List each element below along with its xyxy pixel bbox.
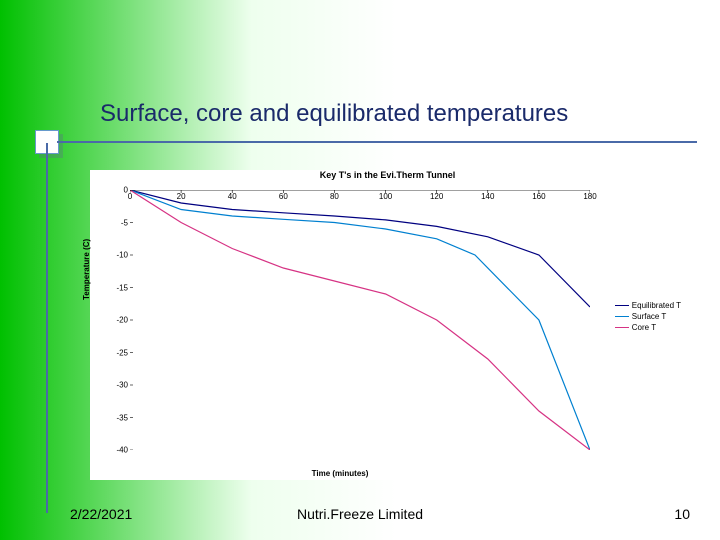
legend-swatch-icon <box>615 316 629 318</box>
y-tick-label: -40 <box>112 446 128 455</box>
legend-item: Equilibrated T <box>615 300 681 311</box>
legend-label: Surface T <box>632 312 667 321</box>
legend: Equilibrated T Surface T Core T <box>615 300 681 333</box>
y-axis-label: Temperature (C) <box>82 239 91 300</box>
y-tick-label: -35 <box>112 413 128 422</box>
legend-item: Surface T <box>615 311 681 322</box>
y-tick-label: -10 <box>112 251 128 260</box>
x-tick-label: 100 <box>379 192 392 201</box>
footer-page-number: 10 <box>674 506 690 522</box>
legend-label: Core T <box>632 323 656 332</box>
x-tick-label: 160 <box>532 192 545 201</box>
legend-swatch-icon <box>615 305 629 307</box>
vertical-rule <box>46 143 48 513</box>
plot-area <box>130 190 590 450</box>
x-axis-label: Time (minutes) <box>90 469 590 478</box>
chart-title: Key T's in the Evi.Therm Tunnel <box>90 170 685 180</box>
x-tick-label: 60 <box>279 192 288 201</box>
plot-svg <box>130 190 590 450</box>
y-tick-label: -5 <box>112 218 128 227</box>
horizontal-rule <box>57 141 697 143</box>
y-tick-label: -30 <box>112 381 128 390</box>
x-tick-label: 120 <box>430 192 443 201</box>
series-line <box>130 190 590 307</box>
legend-swatch-icon <box>615 327 629 329</box>
x-tick-label: 180 <box>583 192 596 201</box>
y-tick-label: -15 <box>112 283 128 292</box>
x-tick-label: 20 <box>177 192 186 201</box>
y-tick-label: -20 <box>112 316 128 325</box>
footer-company: Nutri.Freeze Limited <box>0 506 720 522</box>
series-line <box>130 190 590 450</box>
slide-title: Surface, core and equilibrated temperatu… <box>100 100 568 128</box>
x-tick-label: 140 <box>481 192 494 201</box>
y-tick-label: 0 <box>112 186 128 195</box>
legend-label: Equilibrated T <box>632 301 681 310</box>
x-tick-label: 0 <box>128 192 132 201</box>
slide: Surface, core and equilibrated temperatu… <box>0 0 720 540</box>
series-line <box>130 190 590 450</box>
y-tick-label: -25 <box>112 348 128 357</box>
legend-item: Core T <box>615 322 681 333</box>
x-tick-label: 40 <box>228 192 237 201</box>
x-tick-label: 80 <box>330 192 339 201</box>
chart: Key T's in the Evi.Therm Tunnel Temperat… <box>90 170 685 480</box>
